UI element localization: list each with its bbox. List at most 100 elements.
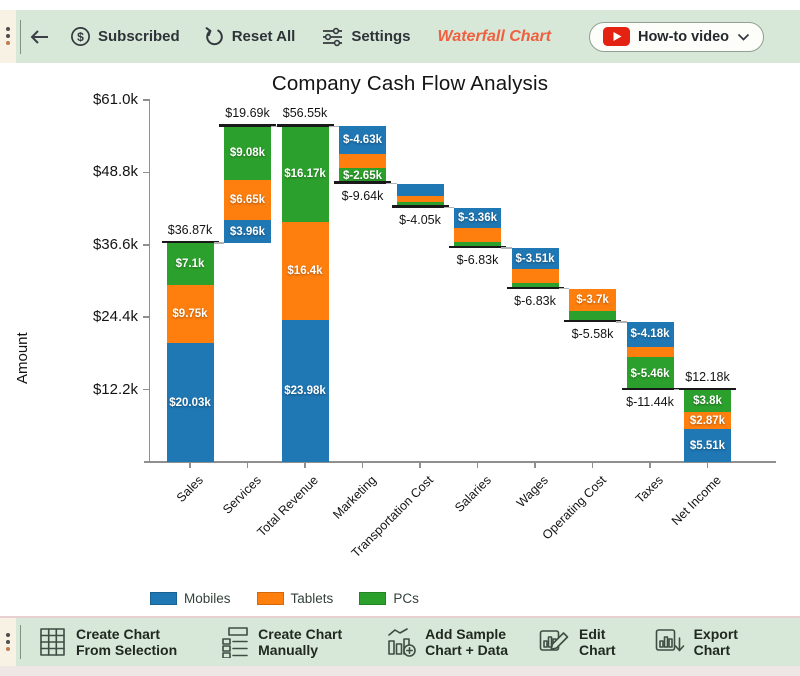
back-button[interactable]	[28, 28, 51, 46]
chart-legend: Mobiles Tablets PCs	[150, 591, 419, 606]
x-axis-tick	[189, 463, 191, 468]
y-axis-tick-label: $48.8k	[92, 163, 138, 181]
bar-segment-pcs: $-5.46k	[626, 357, 674, 390]
waterfall-connector	[673, 388, 684, 391]
bar-segment-tablets: $9.75k	[166, 285, 214, 344]
x-axis-label: Total Revenue	[254, 473, 321, 540]
bar-segment-tablets: $6.65k	[224, 180, 271, 220]
reset-all-label: Reset All	[231, 28, 296, 45]
chart-region: Company Cash Flow Analysis Amount $12.2k…	[0, 63, 800, 618]
app-title: Waterfall Chart	[437, 27, 552, 45]
y-axis-tick	[143, 244, 150, 246]
bar-total-cap	[391, 205, 449, 208]
waterfall-connector	[213, 242, 224, 244]
bar-segment-mobiles: $5.51k	[684, 429, 731, 462]
bar-total-label: $-9.64k	[341, 188, 384, 203]
bar-total-cap	[621, 387, 679, 390]
x-axis-label: Services	[219, 473, 264, 517]
bar-total-label: $-4.05k	[399, 212, 441, 227]
bar-segment-mobiles	[396, 183, 444, 197]
bar-total-label: $12.18k	[685, 369, 730, 384]
kebab-menu-icon[interactable]	[5, 26, 11, 47]
chart-title: Company Cash Flow Analysis	[271, 72, 549, 95]
y-axis-line	[148, 100, 150, 463]
y-axis-tick	[143, 316, 150, 318]
chart-plus-icon	[387, 627, 416, 657]
x-axis-label: Operating Cost	[539, 473, 609, 543]
x-axis-label: Marketing	[329, 473, 379, 522]
how-to-video-button[interactable]: How-to video	[588, 21, 764, 52]
bar-total-cap	[564, 319, 621, 323]
back-arrow-icon	[30, 29, 48, 44]
create-chart-manually-label: Create Chart Manually	[258, 626, 343, 658]
bar-total-cap	[506, 286, 564, 289]
x-axis-label: Transportation Cost	[348, 473, 436, 561]
bar-segment-tablets	[626, 346, 674, 358]
y-axis-tick-label: $12.2k	[92, 380, 138, 398]
rows-manual-icon	[221, 626, 249, 658]
waterfall-connector	[616, 321, 627, 323]
bottom-toolbar: Create Chart From Selection Create Chart M…	[0, 616, 800, 666]
create-chart-from-selection-button[interactable]: Create Chart From Selection	[39, 626, 177, 658]
waterfall-connector	[386, 182, 397, 185]
waterfall-connector	[558, 287, 569, 290]
bar-total-label: $-11.44k	[626, 394, 674, 409]
subscribed-button[interactable]: $ Subscribed	[70, 26, 180, 47]
edit-chart-label: Edit Chart	[579, 626, 616, 658]
bar-total-cap	[219, 124, 276, 127]
x-axis-label: Sales	[173, 473, 206, 506]
bar-total-label: $36.87k	[167, 223, 213, 238]
top-toolbar: $ Subscribed Reset All Settings Waterfal…	[0, 10, 800, 63]
waterfall-connector	[271, 125, 282, 128]
bar-total-cap	[161, 240, 219, 244]
settings-label: Settings	[351, 28, 411, 45]
bar-segment-mobiles: $-4.18k	[626, 321, 674, 347]
bar-segment-mobiles: $-4.63k	[339, 126, 386, 154]
chart-edit-icon	[539, 628, 570, 657]
export-chart-button[interactable]: Export Chart	[655, 626, 738, 658]
x-axis-label: Wages	[513, 473, 551, 511]
legend-swatch-pcs	[359, 592, 387, 605]
add-sample-chart-data-button[interactable]: Add Sample Chart + Data	[387, 626, 508, 658]
bar-segment-pcs: $-2.65k	[339, 167, 386, 184]
legend-item-mobiles: Mobiles	[150, 591, 231, 606]
bar-total-label: $-6.83k	[456, 253, 499, 268]
x-axis-label: Net Income	[668, 473, 724, 529]
edit-chart-button[interactable]: Edit Chart	[539, 626, 616, 658]
y-axis-tick-label: $61.0k	[92, 91, 138, 108]
x-axis-tick	[706, 463, 709, 468]
bar-total-cap	[679, 387, 736, 390]
youtube-icon	[602, 27, 630, 46]
create-chart-manually-button[interactable]: Create Chart Manually	[221, 626, 342, 658]
bar-total-label: $56.55k	[282, 106, 328, 121]
bar-segment-mobiles: $23.98k	[281, 319, 329, 462]
bar-segment-tablets	[396, 196, 444, 202]
waterfall-chart-plot: $12.2k $24.4k $36.6k $48.8k $61.0k $7.1k $9.75…	[93, 91, 776, 560]
bar-segment-pcs: $9.08k	[224, 126, 271, 181]
bar-total-cap	[449, 245, 506, 249]
settings-button[interactable]: Settings	[321, 27, 411, 47]
y-axis-tick-label: $36.6k	[92, 235, 138, 253]
reset-all-button[interactable]: Reset All	[204, 26, 296, 47]
x-axis-line	[144, 461, 776, 463]
legend-label: Tablets	[290, 591, 334, 606]
y-axis-tick	[143, 99, 150, 101]
y-axis-tick	[143, 171, 150, 174]
export-chart-label: Export Chart	[693, 626, 738, 658]
subscribed-label: Subscribed	[98, 28, 180, 45]
bar-segment-mobiles: $20.03k	[166, 343, 214, 463]
y-axis-tick	[143, 388, 150, 391]
add-sample-chart-data-label: Add Sample Chart + Data	[425, 626, 509, 658]
legend-swatch-tablets	[256, 592, 284, 605]
bar-segment-pcs: $16.17k	[281, 126, 329, 223]
bar-total-label: $-6.83k	[514, 293, 556, 308]
legend-swatch-mobiles	[150, 592, 177, 605]
dollar-circle-icon: $	[71, 27, 90, 46]
svg-text:$: $	[77, 30, 84, 44]
kebab-menu-icon[interactable]	[5, 632, 11, 653]
legend-item-tablets: Tablets	[256, 591, 334, 606]
legend-label: PCs	[393, 591, 419, 606]
bar-segment-tablets: $16.4k	[281, 222, 329, 320]
bar-total-label: $19.69k	[225, 106, 270, 121]
x-axis-tick	[304, 463, 306, 468]
